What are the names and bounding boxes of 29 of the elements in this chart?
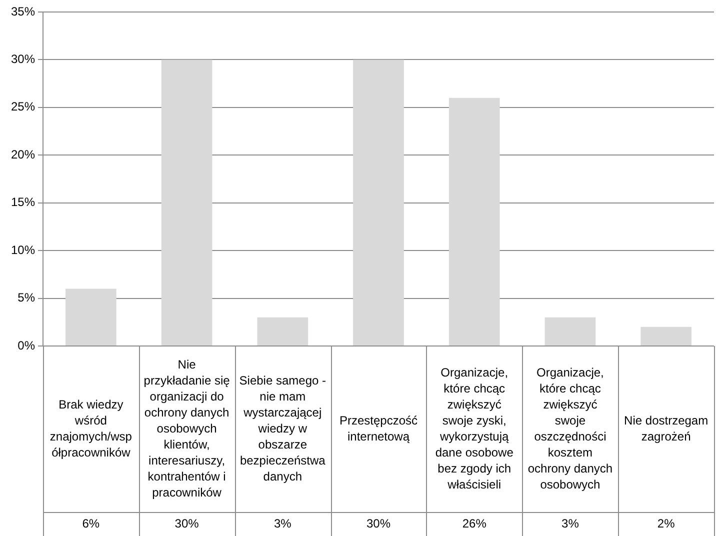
x-tick-label: Siebie samego - nie mam wystarczającej wiedzy w obszarze bezpieczeństwa danych [239,373,326,484]
data-label: 3% [562,516,580,530]
y-tick-label: 30% [10,52,36,66]
bar [448,98,500,346]
category-label: Nie przykładanie się organizacji do ochrony danych osobowych klientów, interesariuszy, kontrahentów i pracowników [144,357,230,500]
bar [544,317,596,346]
data-label: 3% [274,516,292,530]
x-tick-label: Przestępczość internetową [339,413,418,444]
y-tick-label: 0% [18,338,36,352]
data-label: 26% [462,516,487,530]
bar [66,288,116,346]
y-tick-label: 35% [10,4,36,18]
data-label: 30% [174,516,200,530]
x-tick-label: Nie dostrzegam zagrożeń [624,413,708,444]
data-label: 2% [657,516,676,530]
data-label: 30% [366,516,391,530]
x-tick-label: Organizacje, które chcąc zwiększyć swoje oszczędności kosztem ochrony danych osobowych [528,365,613,492]
data-label: 6% [82,516,100,530]
y-tick-label: 5% [18,290,36,305]
bar [640,326,692,346]
bar [161,60,212,346]
y-tick-label: 15% [10,195,36,210]
x-tick-label: Organizacje, które chcąc zwiększyć swoje zyski, wykorzystują dane osobowe bez zgody ich właścisieli [435,365,514,492]
bar [257,317,308,346]
y-tick-label: 10% [10,242,36,257]
y-tick-label: 20% [10,147,36,162]
bar [353,60,404,346]
y-tick-label: 25% [10,100,36,114]
x-tick-label: Brak wiedzy wśród znajomych/współpracowników [50,397,132,460]
